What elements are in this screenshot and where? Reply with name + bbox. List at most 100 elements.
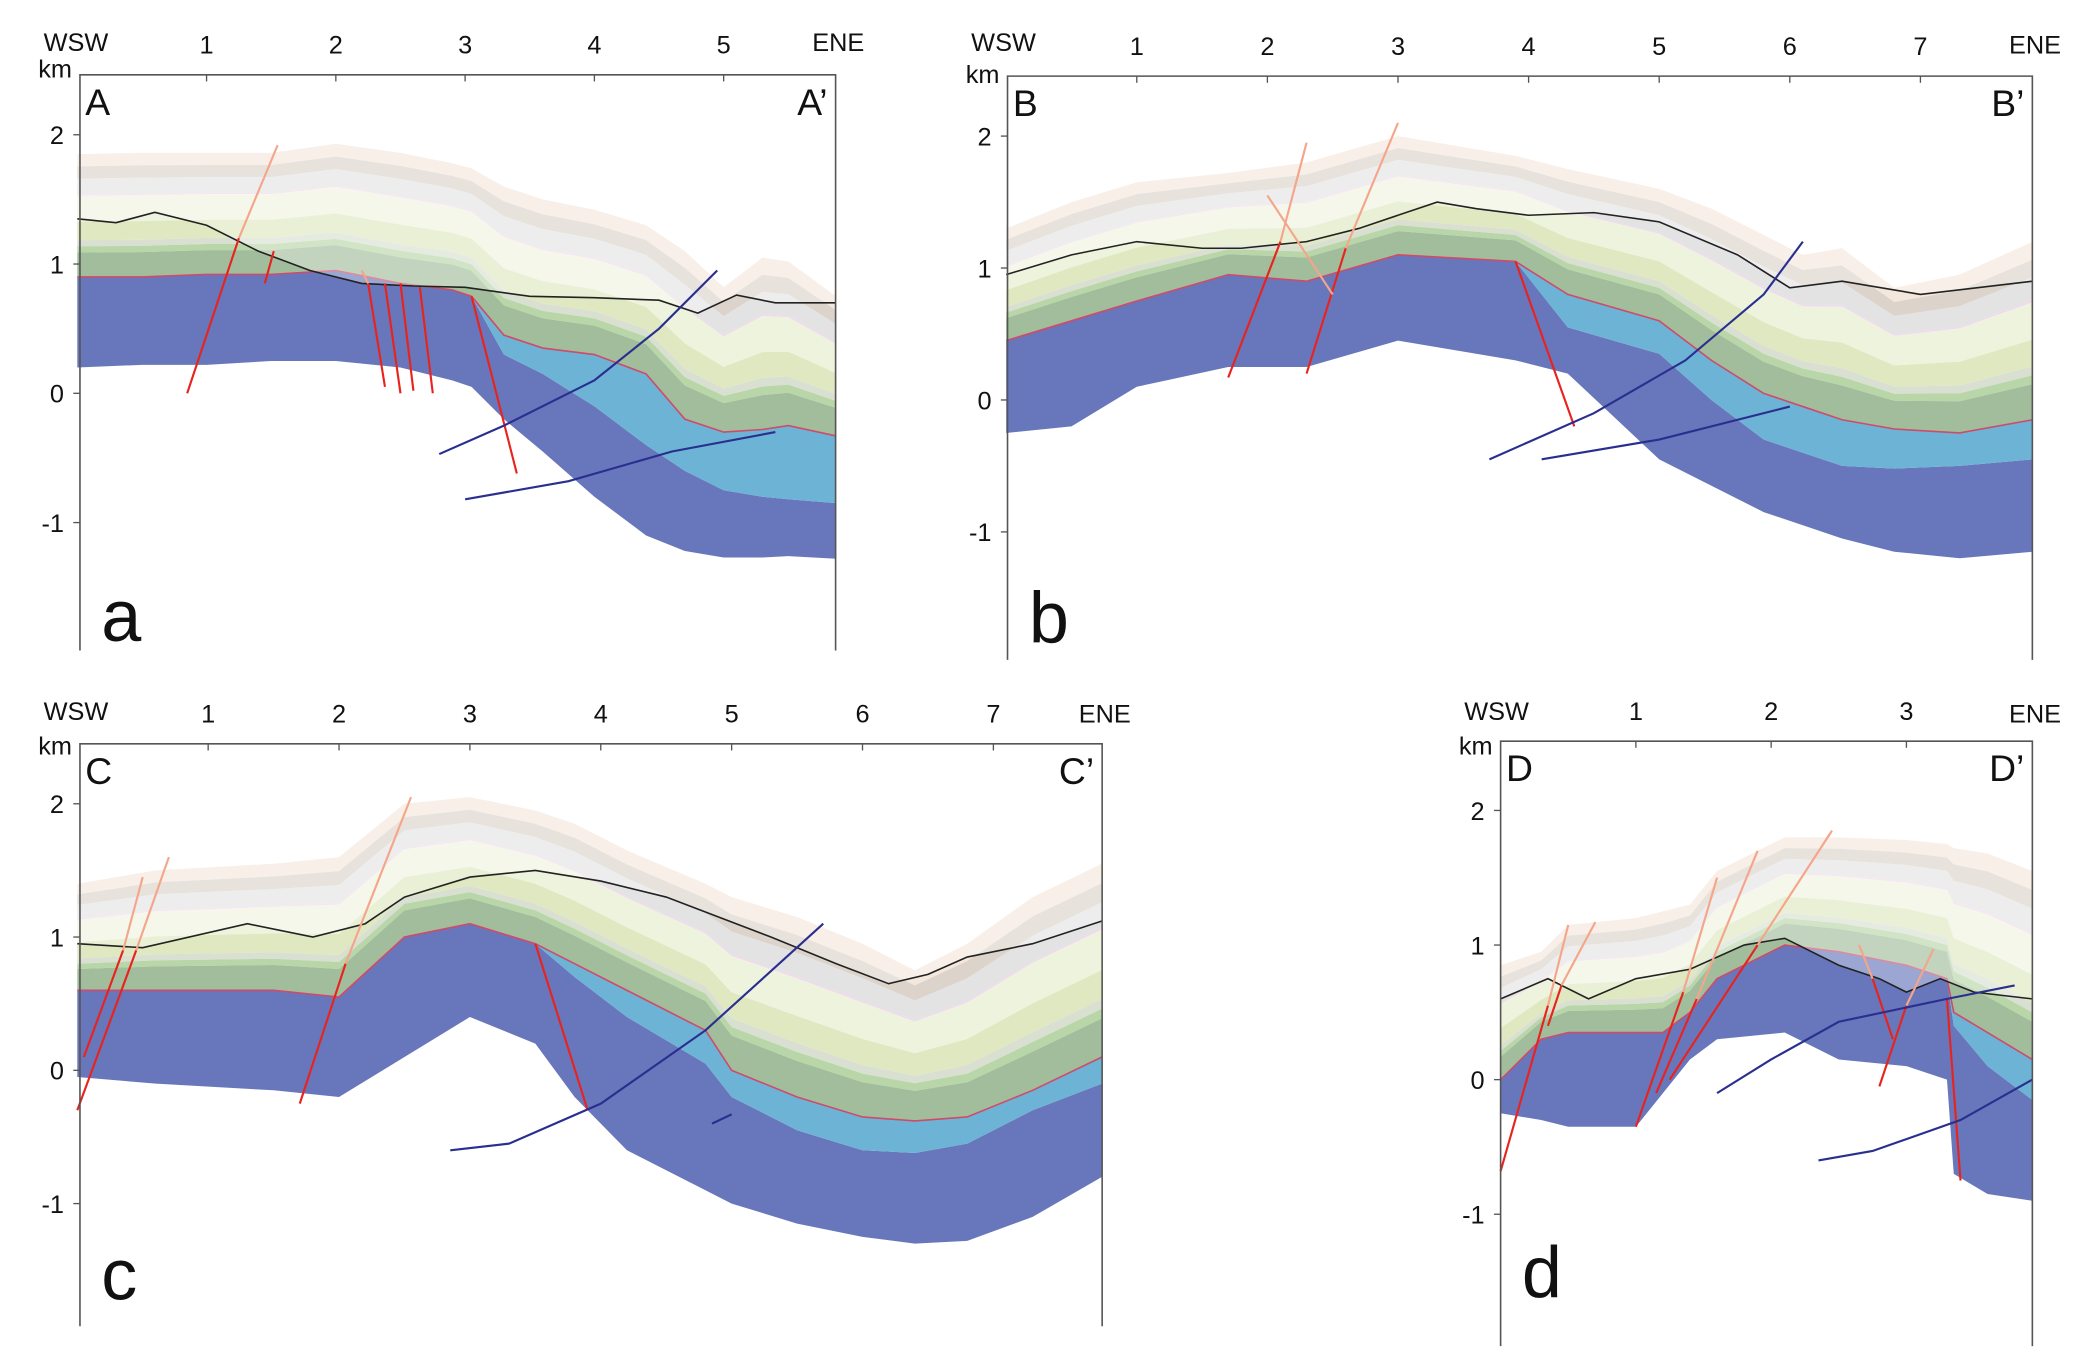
panel-frame [1006,75,2034,660]
topography-line [77,869,1103,985]
cyan-unit [77,270,837,504]
sedimentary-layer-8 [77,238,837,409]
cross-section-panel-d: 1 2 3 2 1 0 -1 WSW ENE km D D’ d [1459,698,2061,1347]
fault-projection [1905,948,1935,1007]
x-tick-label: 2 [332,700,346,728]
basement-unit [77,270,837,559]
panel-frame [1499,740,2034,1347]
east-direction-label: ENE [812,29,864,57]
panel-letter: b [1029,579,1069,659]
panel-letter: c [101,1236,137,1316]
normal-fault [383,283,402,394]
x-tick-label: 2 [1260,33,1274,61]
normal-fault [1514,261,1576,427]
sedimentary-layer-9 [77,898,1103,1121]
fault-projection [1279,142,1308,242]
sedimentary-layer-9 [77,245,837,436]
x-tick-label: 7 [986,700,1000,728]
y-tick-label: -1 [41,510,64,538]
y-tick-label: 0 [1471,1067,1485,1095]
sedimentary-layer-9 [1006,231,2033,433]
thrust-fault [1818,1078,2033,1162]
depth-unit-label: km [38,55,72,83]
sedimentary-layer-2 [1006,147,2033,317]
normal-fault [399,283,415,391]
depth-unit-label: km [38,732,72,760]
sedimentary-layer-3 [77,822,1103,1021]
x-tick-label: 3 [463,700,477,728]
sedimentary-layer-6 [77,213,837,395]
thrust-fault [450,922,824,1152]
x-tick-label: 4 [1522,33,1536,61]
y-tick-label: 1 [50,924,64,952]
normal-fault [1499,1005,1549,1172]
normal-fault [470,296,518,474]
panel-letter: a [101,577,142,657]
fault-projection [237,144,279,239]
normal-fault [1655,998,1698,1094]
x-tick-label: 6 [855,700,869,728]
topography-line [1005,201,2033,296]
x-tick-label: 3 [1899,698,1913,726]
x-tick-label: 1 [200,31,214,59]
fault-projection [122,876,144,951]
eroded-section-overlay [1006,77,2033,295]
x-tick-label: 3 [1391,33,1405,61]
x-tick-label: 6 [1783,33,1797,61]
section-start-label: A [85,81,110,123]
x-tick-label: 4 [594,700,608,728]
fault-projection [1266,194,1334,296]
fault-projection [1695,850,1759,1000]
x-tick-label: 1 [1130,33,1144,61]
y-tick-label: 2 [50,791,64,819]
normal-fault [82,950,125,1058]
section-start-label: C [85,750,112,792]
sedimentary-layer-1 [1006,136,2033,302]
x-tick-label: 2 [329,31,343,59]
sedimentary-layer-5 [1006,176,2033,366]
topography-line [1500,937,2033,1000]
thrust-fault [1716,984,2015,1095]
east-direction-label: ENE [2009,31,2061,59]
thrust-fault [1541,405,1791,461]
sedimentary-layer-6 [1006,201,2033,387]
y-tick-label: 1 [1471,932,1485,960]
sedimentary-layer-5 [77,840,1103,1054]
section-start-label: D [1506,747,1533,789]
y-tick-label: 1 [977,255,991,283]
y-tick-label: 2 [1471,798,1485,826]
fault-projection [1858,944,1874,980]
basement-unit [1006,254,2033,559]
cross-section-panel-c: 1 2 3 4 5 6 7 2 1 0 -1 WSW ENE km C C’ c [38,698,1131,1327]
normal-fault [186,237,240,394]
y-tick-label: 1 [50,251,64,279]
eroded-section-overlay [1500,742,2033,999]
base-horizon-line [77,269,837,437]
x-tick-label: 5 [725,700,739,728]
sedimentary-layer-9 [1500,923,2033,1080]
east-direction-label: ENE [1079,700,1131,728]
sedimentary-layer-1 [77,143,837,311]
normal-fault [1546,985,1563,1027]
y-tick-label: -1 [969,519,992,547]
normal-fault [1668,944,1759,1081]
normal-fault [76,950,138,1111]
fault-projection [1344,122,1399,249]
depth-unit-label: km [966,61,1000,89]
base-horizon-line [77,922,1103,1122]
x-tick-label: 5 [717,31,731,59]
west-direction-label: WSW [44,698,109,726]
section-end-label: B’ [1991,82,2024,124]
thrust-fault [438,269,718,456]
thrust-fault [1488,241,1804,461]
depth-unit-label: km [1459,732,1493,760]
normal-fault [1305,247,1347,374]
y-tick-label: 0 [977,387,991,415]
normal-fault [1227,241,1282,378]
normal-fault [263,250,275,284]
y-tick-label: 2 [50,122,64,150]
y-tick-label: 0 [50,1058,64,1086]
sedimentary-layer-1 [77,797,1103,986]
x-tick-label: 2 [1764,698,1778,726]
normal-fault [298,963,347,1104]
